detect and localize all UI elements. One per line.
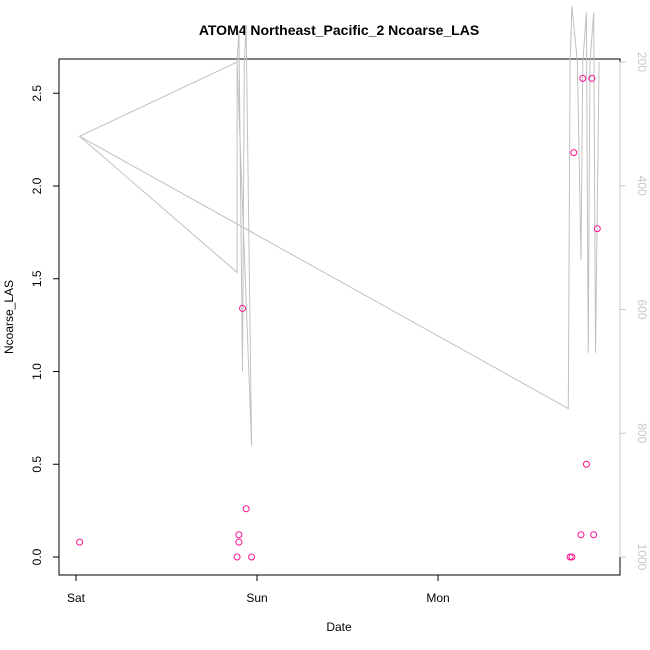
y-tick-label: 1.0 [30,363,44,380]
series-line [78,6,600,446]
data-point [248,553,256,561]
data-point [233,553,241,561]
data-point [568,553,576,561]
data-point [570,149,578,157]
data-point [242,505,250,513]
data-point [235,538,243,546]
data-point [588,74,596,82]
data-point [239,304,247,312]
y-tick-label: 1.5 [30,270,44,287]
right-tick-label: 800 [635,423,649,443]
x-axis: Sat Sun Mon [67,574,450,605]
y-tick-label: 0.5 [30,456,44,473]
data-point [582,460,590,468]
data-point [577,531,585,539]
data-point [579,74,587,82]
y-tick-label: 2.5 [30,85,44,102]
right-tick-label: 600 [635,299,649,319]
x-tick-label: Sat [67,591,86,605]
right-tick-label: 1000 [635,544,649,571]
data-point [235,531,243,539]
x-tick-label: Mon [426,591,449,605]
plot-frame [58,58,621,576]
right-tick-label: 200 [635,52,649,72]
data-point [593,225,601,233]
data-point [76,538,84,546]
x-tick-label: Sun [246,591,267,605]
series-layer [76,6,601,561]
y-tick-label: 2.0 [30,177,44,194]
chart-title: ATOM4 Northeast_Pacific_2 Ncoarse_LAS [199,22,479,38]
data-point [590,531,598,539]
y-axis-left: 0.0 0.5 1.0 1.5 2.0 2.5 [30,85,60,565]
y-axis-right: 200 400 600 800 1000 [619,52,649,571]
x-axis-label: Date [326,620,352,634]
data-point [566,553,574,561]
right-tick-label: 400 [635,176,649,196]
y-tick-label: 0.0 [30,548,44,565]
y-axis-label: Ncoarse_LAS [2,280,16,354]
